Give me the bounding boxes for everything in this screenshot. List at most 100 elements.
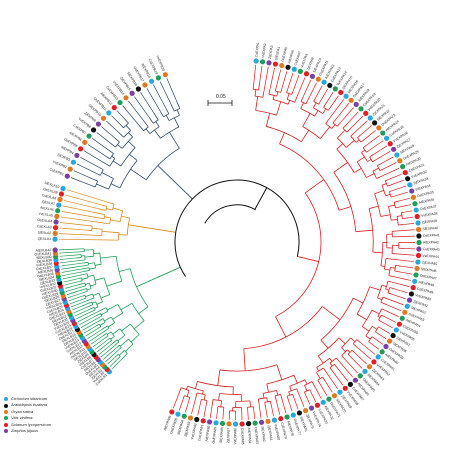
branch [93,252,100,254]
branch [262,90,265,98]
branch [243,348,246,371]
branch [191,397,197,415]
branch [90,335,103,345]
branch [356,156,365,163]
branch [77,310,100,323]
leaf-label: AtEXPA84 [247,427,252,443]
branch [336,122,341,127]
branch-arc [362,147,367,153]
branch [257,399,260,404]
branch [100,294,110,299]
species-marker [74,152,80,159]
leaf-label: SlEXPA76 [299,416,308,432]
species-marker [53,219,59,225]
branch-arc [372,170,377,179]
leaf-label: CsEXPB1 [49,167,65,176]
branch [398,224,404,226]
branch-arc [316,357,330,368]
branch [118,268,131,272]
branch [76,312,90,320]
branch [138,125,144,131]
leaf-label: SlEXLA2 [38,230,52,235]
branch [302,113,311,127]
branch [83,150,107,165]
branch [62,271,84,277]
branch [107,322,115,328]
branch-arc [109,217,112,224]
branch [80,157,100,169]
branch [405,216,414,219]
branch [382,167,400,177]
branch [317,379,321,385]
branch [372,251,383,254]
branch [323,367,328,375]
branch [160,111,164,117]
root-arc [174,198,193,277]
branch [120,302,133,311]
branch [153,112,159,121]
leaf-label: VvEXLA5 [38,212,53,218]
branch-arc [323,106,329,111]
leaf-label: AtEXLB24 [48,308,64,317]
branch-arc [149,126,160,134]
branch [92,301,96,304]
branch-arc [197,381,234,388]
tree-branches [59,64,416,420]
branch-arc [115,141,120,148]
branch [95,313,101,317]
species-marker [402,170,408,176]
branch-arc [279,143,340,211]
branch [63,200,99,210]
species-marker [372,120,378,126]
leaf-label: ZjEXLA1 [38,237,52,241]
species-marker [86,133,92,139]
branch [368,341,371,343]
branch [341,355,345,359]
branch [249,400,251,408]
branch-arc [332,122,338,127]
branch [331,124,336,129]
branch [276,401,281,415]
branch [394,200,400,203]
branch [96,183,109,190]
branch [369,342,380,350]
branch [388,275,394,278]
leaf-label: SlEXLB22 [51,314,67,324]
branch [300,97,303,102]
branch [381,284,387,287]
leaf-label: OsEXPA5 [281,47,289,63]
branch [354,168,362,173]
leaf-label: AtEXPB6 [68,131,82,142]
branch [294,96,298,103]
branch [60,222,88,226]
branch [61,268,83,273]
branch [220,400,222,407]
species-marker [327,82,333,89]
species-marker [162,72,168,78]
leaf-label: OsEXPA89 [212,426,218,443]
branch [82,267,90,270]
leaf-label: AtEXPA90 [205,425,211,441]
species-marker [245,421,252,427]
branch-arc [288,388,297,393]
species-marker [397,158,403,164]
branch [112,328,121,335]
species-marker [58,191,65,197]
branch [362,326,370,332]
species-marker [252,420,258,426]
branch [194,381,198,389]
branch [319,88,329,102]
legend-item: Cichorium sittaricum [4,396,51,402]
branch [385,179,389,182]
leaf-label: CsEXLB19 [55,323,72,334]
leaf-label: CsEXPA1 [254,42,260,57]
species-marker [387,141,393,147]
branch [320,126,331,139]
branch [387,292,393,295]
branch [67,292,84,299]
branch [328,99,344,120]
leaf-label: ZjEXPA27 [396,138,411,149]
leaf-label: ZjEXPB3 [57,153,71,163]
species-marker [410,285,416,291]
branch [247,409,249,420]
